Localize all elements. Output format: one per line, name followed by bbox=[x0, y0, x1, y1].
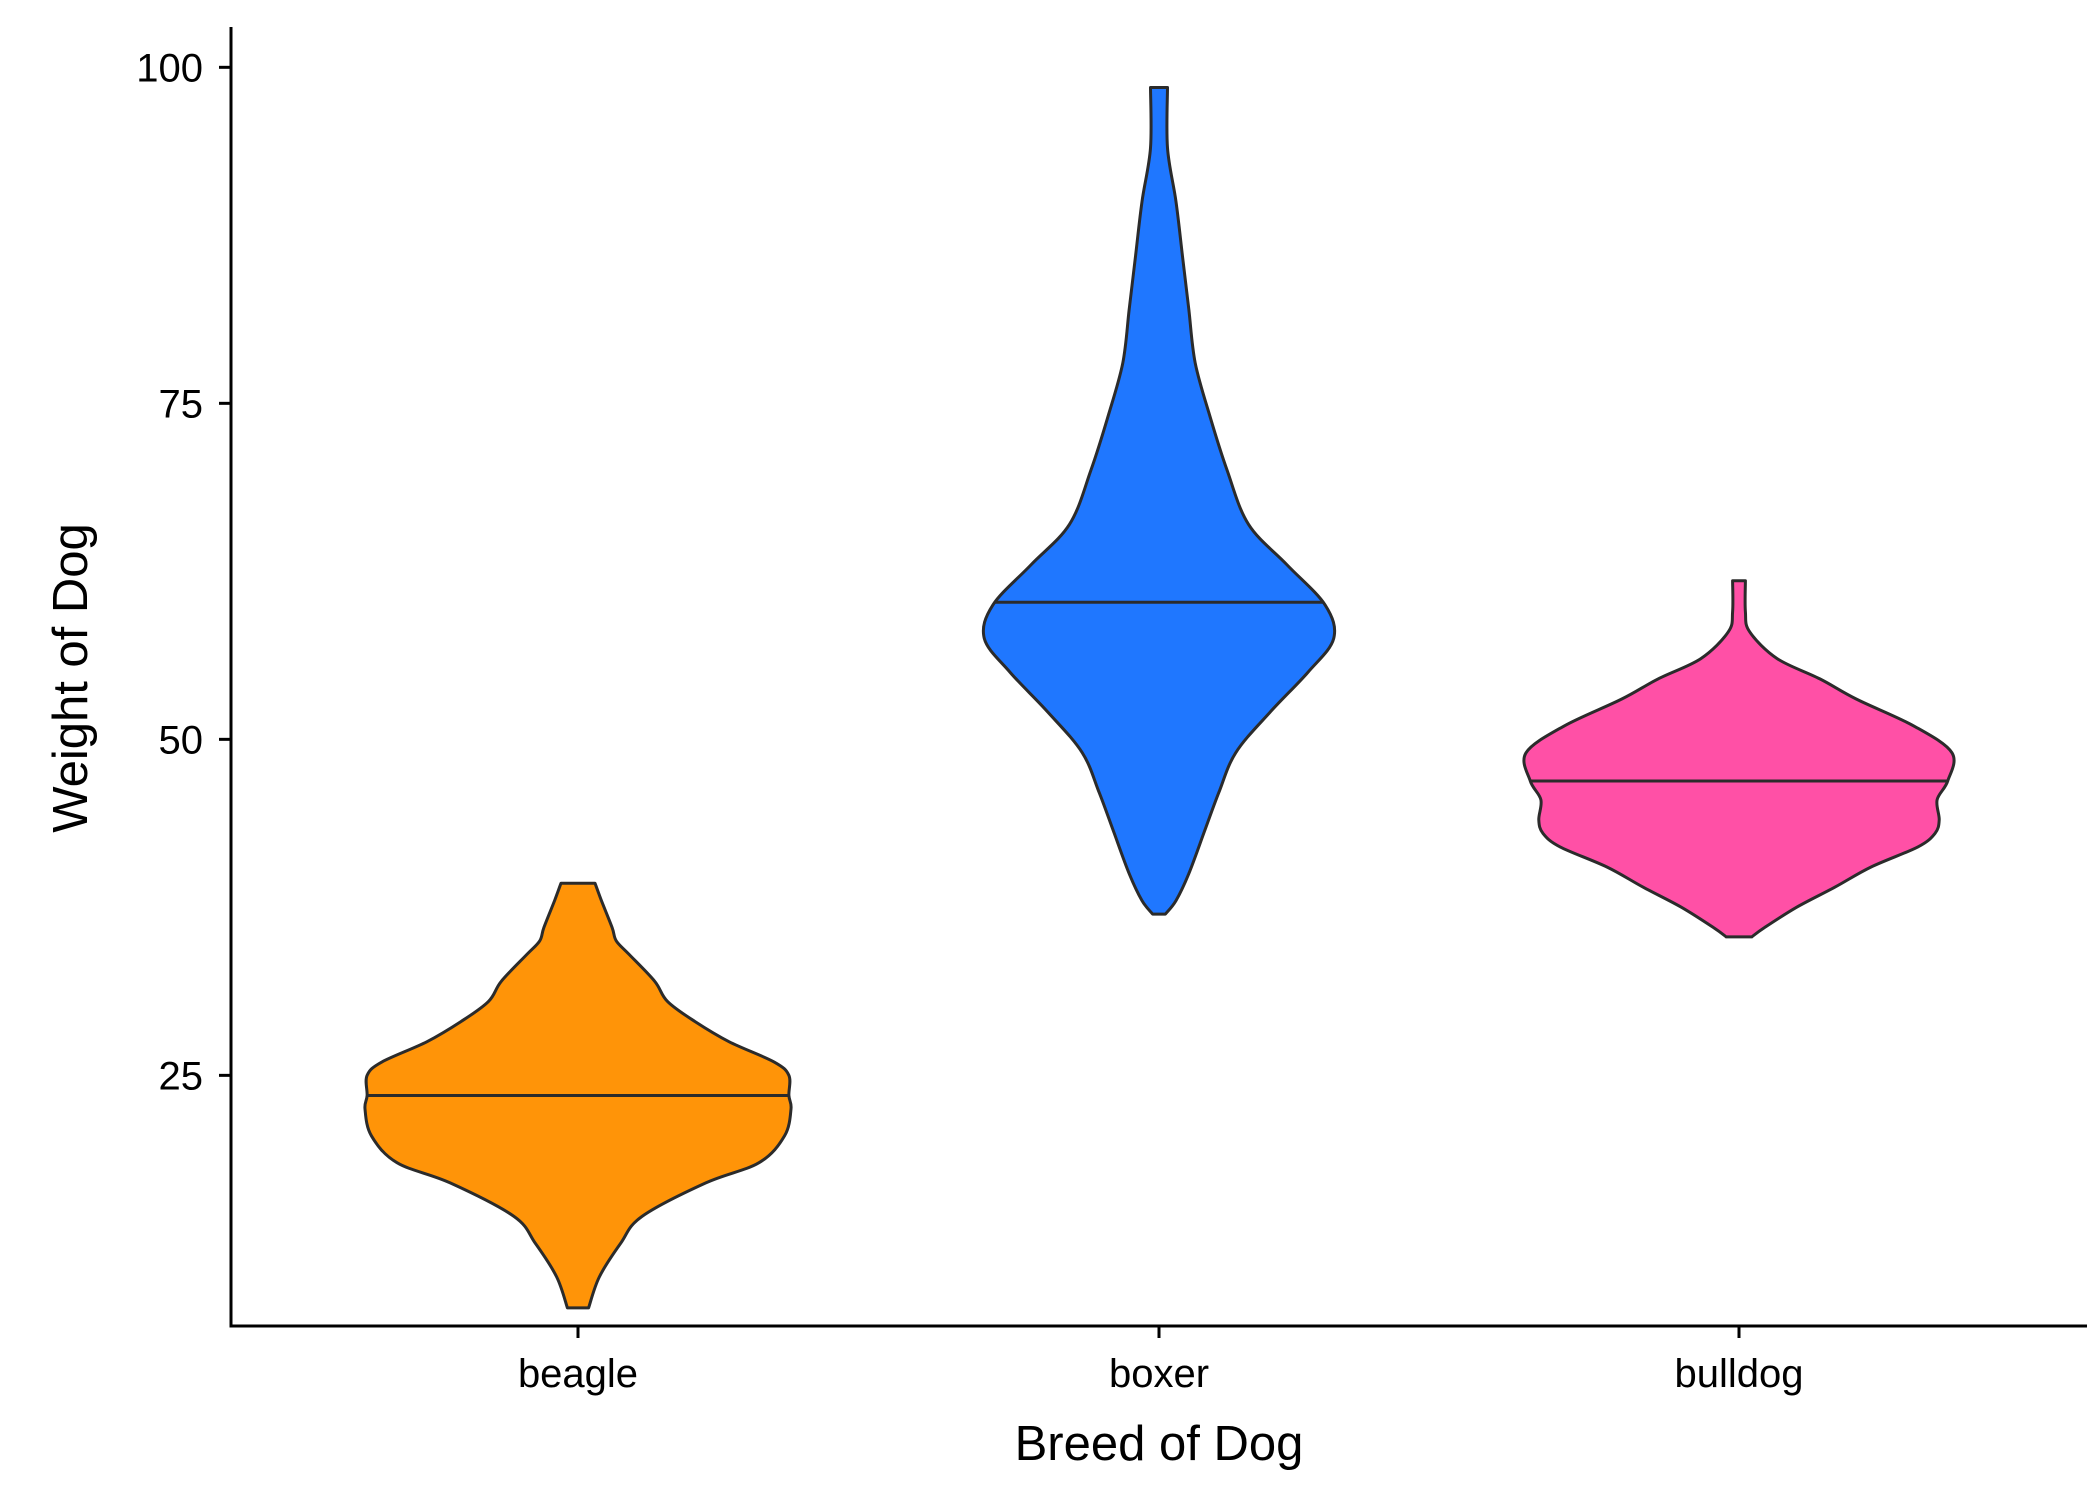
x-tick-label-boxer: boxer bbox=[1109, 1352, 1209, 1396]
y-tick-label: 75 bbox=[159, 382, 204, 426]
violin-bulldog bbox=[1522, 579, 1956, 939]
y-tick-label: 100 bbox=[136, 46, 203, 90]
y-axis-title: Weight of Dog bbox=[44, 523, 98, 833]
x-axis-ticks: beagle boxer bulldog bbox=[518, 1326, 1804, 1396]
violins-layer bbox=[363, 86, 1956, 1310]
y-tick-label: 25 bbox=[159, 1054, 204, 1098]
y-tick-label: 50 bbox=[159, 718, 204, 762]
x-tick-label-bulldog: bulldog bbox=[1674, 1352, 1803, 1396]
x-tick-label-beagle: beagle bbox=[518, 1352, 638, 1396]
y-axis-ticks: 25 50 75 100 bbox=[136, 46, 231, 1098]
x-axis-title: Breed of Dog bbox=[1015, 1417, 1304, 1471]
violin-boxer bbox=[981, 86, 1337, 916]
